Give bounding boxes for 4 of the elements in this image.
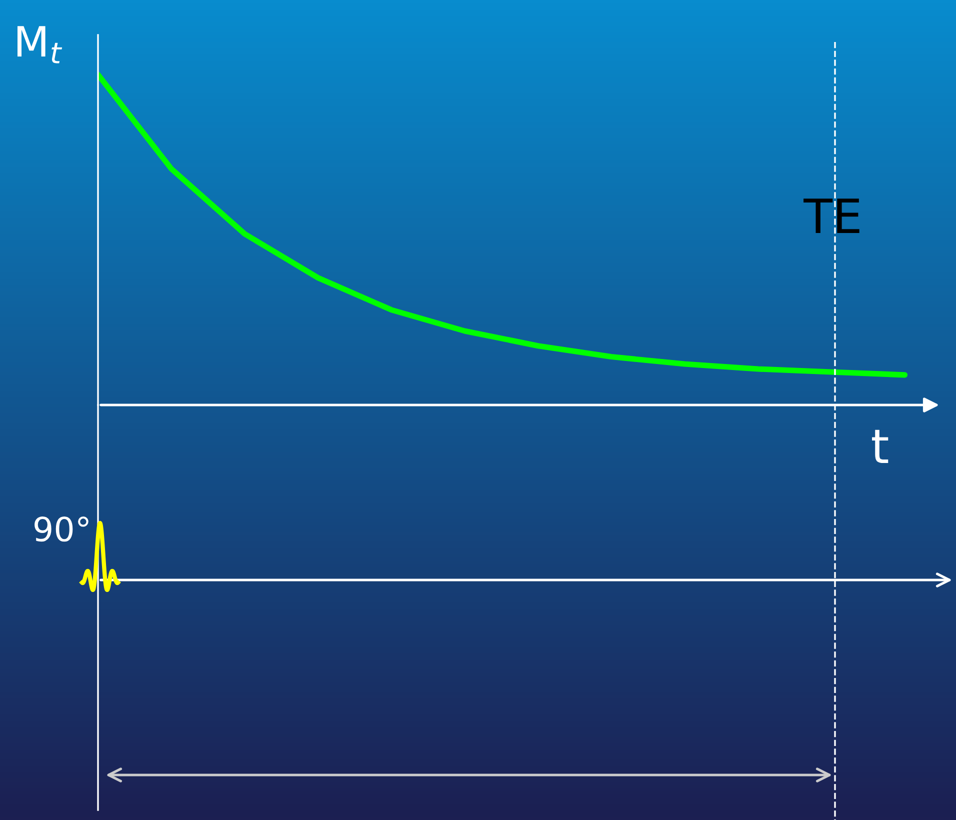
x-axis-title: t: [872, 430, 888, 464]
annotation: TE: [804, 198, 860, 234]
y-axis-title: M$_{t}$: [18, 26, 62, 64]
text: 90°: [34, 516, 88, 542]
